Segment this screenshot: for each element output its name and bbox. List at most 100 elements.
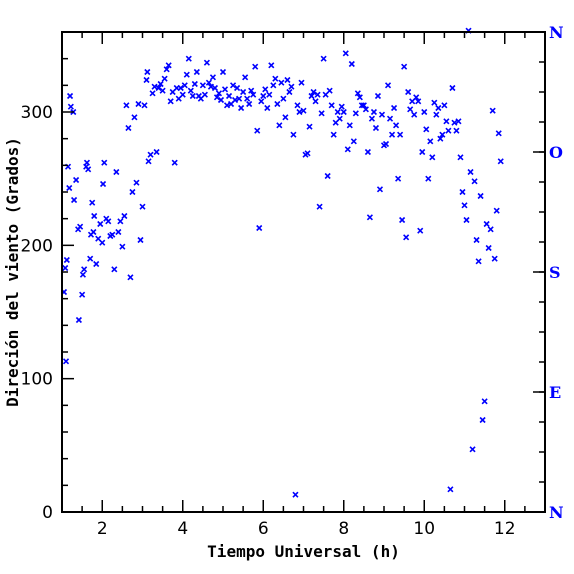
data-point: [133, 179, 140, 186]
data-point: [121, 212, 128, 220]
data-point: [342, 50, 349, 57]
marker-stroke: [425, 175, 432, 182]
data-point: [393, 122, 400, 129]
axis-ticks: [61, 31, 546, 513]
marker-stroke: [151, 83, 158, 90]
data-point: [240, 88, 247, 96]
data-point: [399, 216, 406, 224]
data-point: [403, 234, 410, 241]
data-point: [99, 239, 106, 246]
marker-stroke: [481, 398, 488, 405]
data-point: [213, 94, 221, 101]
data-point: [131, 114, 138, 121]
data-point: [413, 94, 420, 101]
marker-stroke: [266, 91, 273, 98]
marker-stroke: [223, 102, 231, 109]
marker-stroke: [133, 179, 140, 186]
data-point: [445, 127, 452, 134]
marker-stroke: [189, 92, 196, 100]
data-point: [221, 86, 229, 93]
data-point: [427, 138, 434, 145]
marker-stroke: [334, 108, 341, 116]
data-point: [219, 68, 227, 76]
data-point: [294, 102, 301, 109]
data-point: [370, 108, 378, 116]
data-point: [238, 104, 245, 112]
data-point: [310, 88, 317, 96]
data-point: [157, 80, 164, 88]
marker-stroke: [252, 63, 259, 70]
data-point: [362, 106, 369, 113]
marker-stroke: [401, 63, 408, 70]
data-point: [372, 124, 380, 132]
marker-stroke: [119, 243, 126, 250]
marker-stroke: [238, 104, 245, 112]
data-point: [487, 226, 494, 233]
data-point: [79, 291, 86, 298]
data-point: [334, 108, 341, 116]
data-point: [386, 115, 394, 122]
data-point: [63, 256, 70, 264]
marker-stroke: [143, 76, 150, 84]
marker-stroke: [274, 100, 281, 108]
right-axis-label: S: [549, 263, 561, 282]
data-point: [177, 84, 184, 92]
marker-stroke: [382, 140, 390, 148]
data-point: [366, 214, 373, 221]
data-point: [382, 140, 390, 148]
marker-stroke: [473, 236, 480, 244]
marker-stroke: [221, 86, 229, 93]
marker-stroke: [368, 115, 375, 122]
data-point: [91, 212, 98, 220]
data-point: [493, 207, 500, 214]
marker-stroke: [75, 316, 82, 324]
x-tick-label: 4: [177, 519, 188, 539]
marker-stroke: [111, 266, 118, 273]
marker-stroke: [324, 172, 331, 180]
data-point: [314, 91, 321, 98]
marker-stroke: [177, 84, 184, 92]
marker-stroke: [433, 111, 440, 118]
marker-stroke: [185, 55, 192, 62]
marker-stroke: [397, 131, 404, 138]
data-point: [344, 146, 351, 153]
marker-stroke: [336, 115, 343, 122]
marker-stroke: [455, 118, 462, 125]
marker-stroke: [300, 107, 307, 114]
marker-stroke: [350, 138, 357, 145]
data-point: [441, 102, 448, 109]
marker-stroke: [308, 92, 315, 100]
data-point: [264, 104, 271, 112]
marker-stroke: [209, 74, 217, 81]
data-point: [276, 122, 283, 129]
marker-stroke: [217, 96, 225, 104]
marker-stroke: [495, 130, 502, 137]
marker-stroke: [262, 86, 269, 93]
data-point: [90, 228, 97, 236]
marker-stroke: [260, 92, 267, 100]
marker-stroke: [66, 184, 73, 192]
data-point: [477, 192, 484, 200]
data-point: [250, 91, 257, 98]
marker-stroke: [421, 108, 428, 116]
data-point: [77, 223, 84, 230]
data-point: [113, 168, 120, 176]
data-point: [453, 127, 460, 134]
data-point: [459, 188, 466, 196]
marker-stroke: [278, 79, 285, 86]
marker-stroke: [171, 159, 178, 166]
data-point: [135, 100, 142, 108]
marker-stroke: [161, 75, 168, 82]
data-point: [368, 115, 375, 122]
marker-stroke: [449, 84, 456, 92]
marker-stroke: [338, 103, 345, 110]
data-point: [229, 82, 237, 89]
marker-stroke: [181, 82, 188, 89]
data-point: [203, 59, 210, 66]
data-point: [390, 104, 398, 112]
marker-stroke: [99, 239, 106, 246]
y-axis-title: Direción del viento (Grados): [3, 137, 22, 407]
marker-stroke: [127, 274, 134, 281]
data-point: [223, 102, 231, 109]
